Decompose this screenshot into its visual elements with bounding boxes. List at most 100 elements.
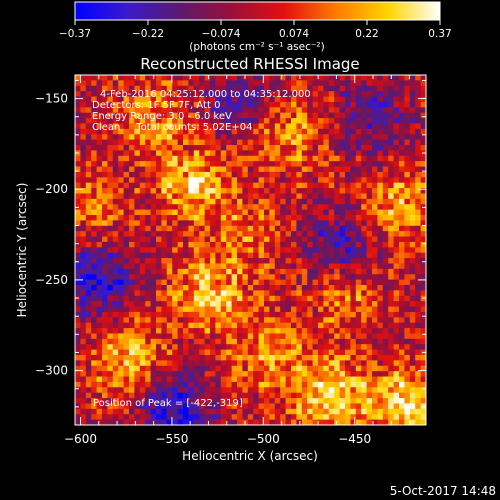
heatmap-cell [355,123,362,130]
heatmap-cell [420,344,426,351]
heatmap-cell [307,215,313,221]
heatmap-cell [339,193,346,200]
heatmap-cell [96,344,103,351]
heatmap-cell [409,247,416,254]
heatmap-cell [339,381,346,388]
heatmap-cell [123,360,130,367]
heatmap-cell [199,112,205,119]
heatmap-cell [210,381,216,388]
heatmap-cell [91,171,97,178]
heatmap-cell [112,225,119,232]
heatmap-cell [85,85,92,92]
heatmap-cell [156,338,162,345]
heatmap-cell [253,198,259,205]
heatmap-cell [404,398,411,404]
heatmap-cell [75,317,81,324]
heatmap-cell [188,236,195,243]
heatmap-cell [334,365,340,372]
heatmap-cell [199,177,205,184]
heatmap-cell [80,419,87,425]
heatmap-cell [247,75,254,81]
heatmap-cell [220,349,227,356]
heatmap-cell [91,349,97,356]
heatmap-cell [91,387,97,394]
heatmap-cell [193,134,200,141]
heatmap-cell [177,419,184,425]
heatmap-cell [80,328,87,334]
heatmap-cell [85,311,92,318]
heatmap-cell [366,101,373,108]
heatmap-cell [323,112,330,119]
heatmap-cell [377,112,384,119]
heatmap-cell [307,139,313,146]
heatmap-cell [129,268,135,275]
heatmap-cell [361,376,367,383]
heatmap-cell [264,247,270,254]
heatmap-cell [399,231,405,237]
heatmap-cell [75,209,81,216]
heatmap-cell [366,204,373,211]
heatmap-cell [102,118,108,124]
heatmap-cell [361,311,367,318]
heatmap-cell [96,193,103,200]
heatmap-cell [242,398,249,404]
heatmap-cell [215,96,222,103]
heatmap-cell [307,166,313,173]
heatmap-cell [102,301,108,307]
heatmap-cell [269,85,276,92]
heatmap-cell [301,408,308,415]
heatmap-cell [361,279,367,286]
heatmap-cell [334,145,340,151]
heatmap-cell [107,414,114,421]
heatmap-cell [377,220,384,227]
heatmap-cell [345,171,351,178]
heatmap-cell [231,285,238,291]
heatmap-cell [129,403,135,410]
heatmap-cell [350,75,357,81]
heatmap-cell [361,403,367,410]
heatmap-cell [253,177,259,184]
heatmap-cell [296,408,303,415]
heatmap-cell [156,381,162,388]
heatmap-cell [372,290,378,297]
heatmap-cell [269,419,276,425]
heatmap-cell [339,220,346,227]
heatmap-cell [355,182,362,189]
heatmap-cell [420,301,426,307]
heatmap-cell [258,333,265,340]
heatmap-cell [399,333,405,340]
heatmap-cell [409,80,416,87]
heatmap-cell [129,274,135,281]
heatmap-cell [118,215,124,221]
heatmap-cell [129,139,135,146]
heatmap-cell [91,338,97,345]
heatmap-cell [237,274,243,281]
heatmap-cell [269,75,276,81]
heatmap-cell [161,360,168,367]
heatmap-cell [172,252,178,259]
colorbar-tick-label: 0.22 [355,28,378,40]
heatmap-cell [177,392,184,399]
heatmap-cell [118,101,124,108]
heatmap-cell [75,408,81,415]
heatmap-cell [237,139,243,146]
heatmap-cell [231,290,238,297]
heatmap-cell [150,258,157,264]
heatmap-cell [75,161,81,167]
heatmap-cell [355,263,362,270]
heatmap-cell [280,328,286,334]
heatmap-cell [134,225,141,232]
heatmap-cell [258,155,265,162]
heatmap-cell [269,258,276,264]
heatmap-cell [312,177,319,184]
heatmap-cell [112,198,119,205]
heatmap-cell [204,338,211,345]
heatmap-cell [415,204,421,211]
heatmap-cell [145,123,151,130]
heatmap-cell [366,96,373,103]
heatmap-cell [399,252,405,259]
heatmap-cell [334,338,340,345]
heatmap-cell [404,419,411,425]
heatmap-cell [112,360,119,367]
heatmap-cell [199,123,205,130]
